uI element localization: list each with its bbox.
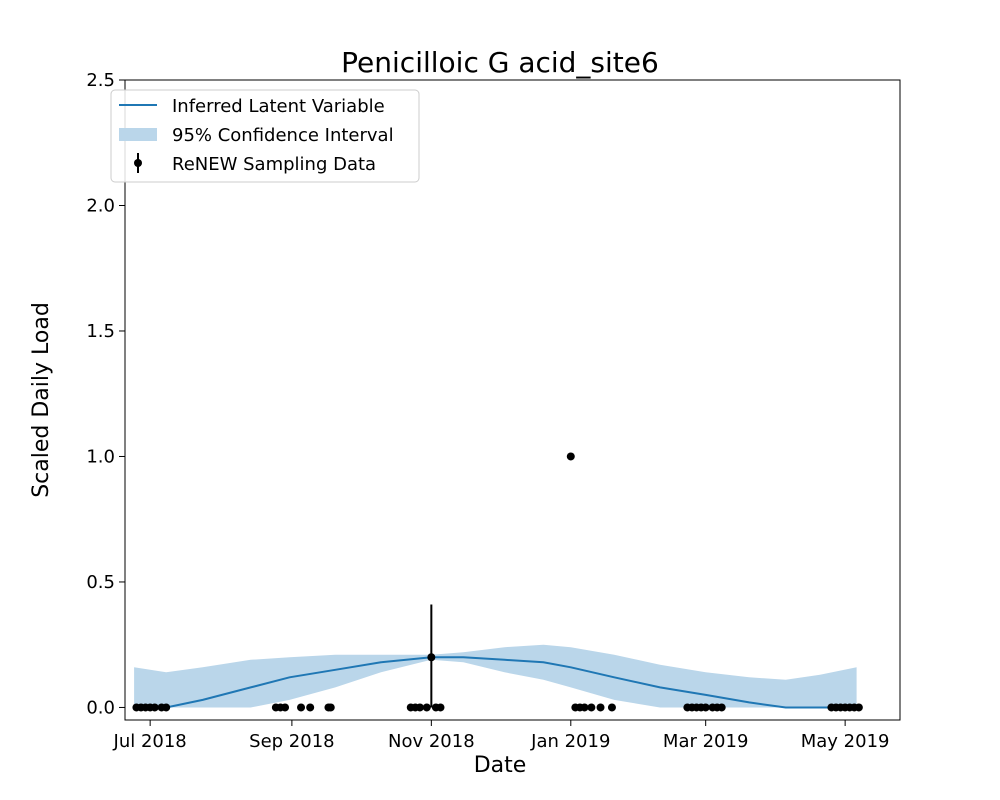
sample-point-26 [596,703,605,712]
sample-point-16 [415,703,424,712]
y-tick-label-2: 1.0 [86,446,115,467]
plot-frame [124,79,901,721]
legend-box [110,89,420,183]
x-tick-label-1: Sep 2018 [249,731,334,752]
latent-line [134,656,857,709]
sample-point-13 [326,703,335,712]
chart-title: Penicilloic G acid_site6 [341,46,659,79]
legend-samples-label: ReNEW Sampling Data [172,154,376,175]
y-tick-label-3: 1.5 [86,321,115,342]
sample-point-20 [436,703,445,712]
legend-latent-label: Inferred Latent Variable [172,96,385,117]
legend-ci-swatch [119,128,157,141]
legend: Inferred Latent Variable 95% Confidence … [110,89,420,183]
y-tick-label-4: 2.0 [86,195,115,216]
confidence-band [134,644,857,708]
sample-point-18 [427,653,436,662]
legend-ci-label: 95% Confidence Interval [172,125,394,146]
sample-point-9 [281,703,290,712]
sample-point-27 [607,703,616,712]
y-tick-label-5: 2.5 [86,70,115,91]
x-tick-label-4: Mar 2019 [663,731,749,752]
x-axis-label: Date [474,753,527,778]
sample-point-24 [580,703,589,712]
legend-samples-marker [134,159,142,167]
sample-point-4 [150,703,159,712]
plot-area [132,452,863,712]
x-axis: Jul 2018 Sep 2018 Nov 2018 Jan 2019 Mar 2019… [113,720,890,752]
y-tick-label-1: 0.5 [86,572,115,593]
sample-point-21 [566,452,575,461]
sample-point-25 [587,703,596,712]
sample-point-35 [717,703,726,712]
x-tick-label-3: Jan 2019 [530,731,610,752]
sample-point-6 [162,703,171,712]
x-tick-label-5: May 2019 [801,731,890,752]
x-tick-label-0: Jul 2018 [113,731,187,752]
sample-point-42 [854,703,863,712]
sample-point-11 [306,703,315,712]
y-axis-label: Scaled Daily Load [29,302,54,498]
x-tick-label-2: Nov 2018 [388,731,475,752]
sample-point-10 [297,703,306,712]
y-axis: 0.0 0.5 1.0 1.5 2.0 2.5 [86,70,125,718]
sample-point-17 [422,703,431,712]
y-tick-label-0: 0.0 [86,697,115,718]
sample-point-32 [701,703,710,712]
